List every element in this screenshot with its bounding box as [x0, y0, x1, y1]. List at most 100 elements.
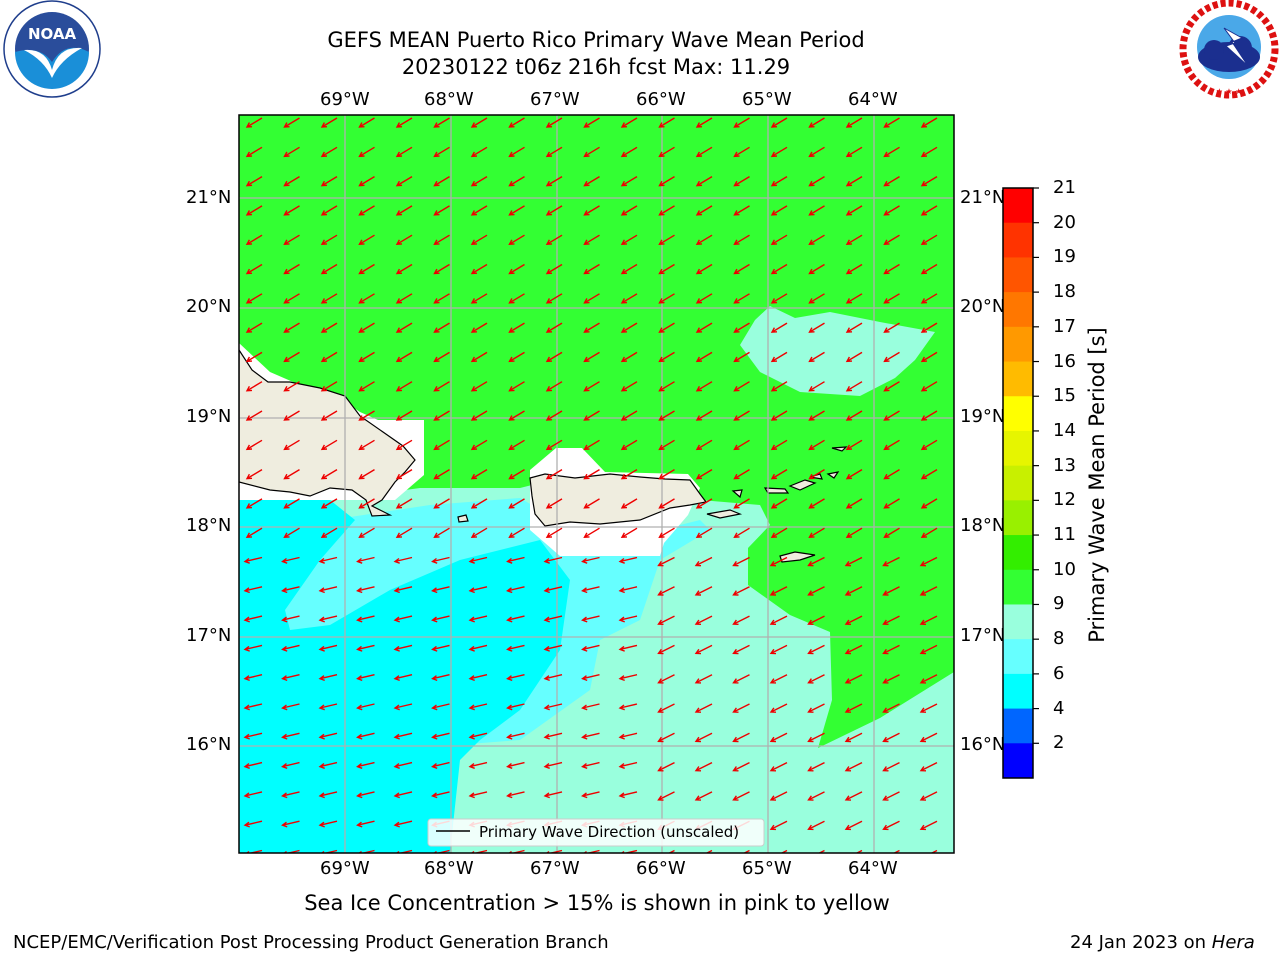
- wave-arrow: [470, 175, 488, 187]
- wave-arrow: [508, 468, 525, 480]
- wave-arrow: [395, 322, 413, 333]
- wave-arrow: [431, 732, 450, 740]
- wave-arrow: [694, 615, 713, 625]
- lat-label-right-21: 21°N: [960, 187, 1006, 208]
- wave-arrow: [470, 351, 488, 363]
- wave-arrow: [883, 146, 900, 158]
- wave-arrow: [770, 263, 788, 275]
- wave-arrow: [808, 351, 825, 363]
- wave-arrow: [845, 381, 863, 392]
- colorbar-segment: [1003, 257, 1033, 293]
- wave-arrow: [695, 527, 713, 538]
- wave-arrow: [694, 556, 713, 567]
- lat-label-left-18: 18°N: [186, 515, 232, 536]
- wave-arrow: [431, 674, 450, 682]
- wave-arrow: [845, 468, 863, 480]
- wave-arrow: [281, 732, 300, 740]
- wave-arrow: [657, 703, 675, 713]
- wave-arrow: [733, 410, 750, 421]
- wave-arrow: [545, 175, 563, 187]
- colorbar-segment: [1003, 396, 1033, 432]
- wave-arrow: [470, 381, 488, 392]
- lat-label-right-18: 18°N: [960, 515, 1006, 536]
- wave-arrow: [395, 175, 413, 187]
- wave-arrow: [431, 586, 450, 594]
- wave-arrow: [508, 351, 525, 363]
- wave-arrow: [358, 234, 375, 245]
- wave-arrow: [395, 263, 413, 275]
- wave-arrow: [807, 703, 825, 713]
- wave-arrow: [780, 849, 788, 853]
- wave-arrow: [393, 732, 413, 740]
- colorbar-segment: [1003, 430, 1033, 467]
- wave-arrow: [245, 498, 263, 509]
- wave-arrow: [845, 234, 863, 245]
- wave-arrow: [583, 468, 600, 480]
- wave-arrow: [883, 527, 900, 538]
- wave-arrow: [919, 556, 938, 567]
- lon-label-top-67: 67°W: [530, 89, 580, 110]
- wave-arrow: [581, 761, 600, 769]
- wave-arrow: [543, 674, 563, 682]
- wave-arrow: [657, 556, 675, 567]
- wave-arrow: [695, 439, 713, 451]
- wave-arrow: [770, 117, 788, 128]
- wave-arrow: [658, 175, 675, 187]
- wave-arrow: [356, 761, 375, 769]
- wave-arrow: [545, 527, 563, 538]
- wave-arrow: [545, 263, 563, 275]
- wave-arrow: [245, 468, 263, 480]
- wave-arrow: [245, 175, 263, 187]
- wave-arrow: [769, 791, 788, 801]
- wave-arrow: [808, 439, 825, 451]
- wave-arrow: [855, 849, 863, 853]
- wave-arrow: [694, 674, 713, 684]
- wave-arrow: [545, 293, 563, 304]
- wave-arrow: [356, 703, 375, 711]
- wave-arrow: [769, 703, 788, 713]
- wave-arrow: [245, 351, 263, 363]
- wave-arrow: [658, 381, 675, 392]
- wave-arrow: [506, 732, 525, 740]
- wave-arrow: [320, 322, 338, 333]
- wave-arrow: [695, 351, 713, 363]
- lat-label-left-21: 21°N: [186, 187, 232, 208]
- wave-arrow: [919, 586, 938, 596]
- wave-arrow: [808, 263, 825, 275]
- wave-arrow: [620, 351, 638, 363]
- wave-arrow: [281, 644, 300, 652]
- wave-arrow: [283, 351, 300, 363]
- wave-arrow: [883, 498, 900, 509]
- colorbar-segment: [1003, 361, 1033, 397]
- wave-arrow: [808, 205, 825, 216]
- lon-label-bottom-67: 67°W: [530, 858, 580, 879]
- wave-arrow: [733, 351, 750, 363]
- wave-arrow: [657, 674, 675, 684]
- colorbar-tick-label: 15: [1053, 385, 1076, 407]
- wave-arrow: [732, 644, 750, 655]
- wave-arrow: [844, 791, 863, 801]
- wave-arrow: [694, 732, 713, 743]
- wave-arrow: [468, 556, 488, 564]
- wave-arrow: [618, 644, 638, 652]
- wave-arrow: [581, 556, 600, 564]
- wave-arrow: [281, 556, 300, 564]
- wave-arrow: [694, 703, 713, 713]
- wave-arrow: [545, 205, 563, 216]
- wave-arrow: [732, 703, 750, 713]
- wave-arrow: [543, 556, 563, 564]
- colorbar-tick-labels: 21 20 19 18 17 16 15 14 13 12 11 10 9 8 6 4 2: [1050, 178, 1110, 792]
- land-hispaniola: [239, 348, 416, 517]
- wave-arrow: [695, 468, 713, 480]
- footer-branch: NCEP/EMC/Verification Post Processing Pr…: [13, 932, 609, 953]
- footer-host: Hera: [1211, 932, 1255, 953]
- wave-arrow: [318, 644, 338, 652]
- wave-arrow: [468, 791, 488, 799]
- wave-arrow: [433, 293, 450, 304]
- wave-arrow: [243, 791, 263, 799]
- wave-arrow: [618, 586, 638, 594]
- noaa-logo-text: NOAA: [28, 25, 77, 43]
- land-virgin-islands: [763, 446, 848, 494]
- wave-arrow: [583, 146, 600, 158]
- wave-arrow: [583, 527, 600, 538]
